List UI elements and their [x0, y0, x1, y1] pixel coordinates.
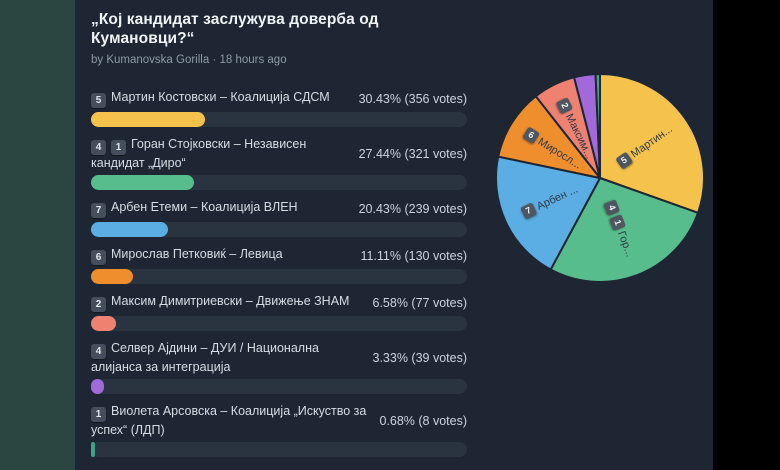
pie-chart-svg [495, 72, 705, 283]
poll-option-bar-fill [91, 175, 195, 190]
pie-slice [497, 94, 603, 180]
poll-option-bar-track [91, 269, 467, 284]
poll-option-label-row: 5 Мартин Костовски – Коалиција СДСМ 30.43%… [91, 89, 467, 108]
poll-option-label: 4 1 Горан Стојковски – Независен кандидат … [91, 136, 349, 171]
rank-badge: 6 [91, 250, 106, 265]
poll-option-label: 5 Мартин Костовски – Коалиција СДСМ [91, 89, 349, 108]
poll-option-label-row: 4 Селвер Ајдини – ДУИ / Национална алијан… [91, 340, 467, 375]
poll-option-bar-fill [91, 222, 168, 237]
poll-byline: by Kumanovska Gorilla · 18 hours ago [91, 54, 287, 66]
poll-option[interactable]: 4 1 Горан Стојковски – Независен кандидат … [91, 136, 467, 190]
pie-slice [599, 72, 705, 215]
poll-option-name: Максим Димитриевски – Движење ЗНАМ [111, 294, 350, 308]
poll-option-label-row: 6 Мирослав Петковиќ – Левица 11.11% (130 v… [91, 246, 467, 265]
poll-option-name: Виолета Арсовска – Коалиција „Искуство з… [91, 404, 367, 437]
poll-option-bar-fill [91, 316, 116, 331]
poll-option-bar-track [91, 175, 467, 190]
poll-option-percent: 30.43% (356 votes) [358, 91, 467, 106]
poll-option[interactable]: 4 Селвер Ајдини – ДУИ / Национална алијан… [91, 340, 467, 394]
rank-badge: 1 [111, 140, 126, 155]
poll-option-bar-fill [91, 112, 206, 127]
poll-option-name: Мирослав Петковиќ – Левица [111, 247, 283, 261]
poll-option-bar-track [91, 112, 467, 127]
poll-option[interactable]: 5 Мартин Костовски – Коалиција СДСМ 30.43%… [91, 89, 467, 127]
poll-option-name: Мартин Костовски – Коалиција СДСМ [111, 90, 330, 104]
rank-badge: 2 [91, 297, 106, 312]
rank-badge: 5 [91, 93, 106, 108]
poll-option[interactable]: 6 Мирослав Петковиќ – Левица 11.11% (130 v… [91, 246, 467, 284]
poll-option-bar-track [91, 222, 467, 237]
poll-option-percent: 0.68% (8 votes) [379, 413, 467, 428]
pie-slice [594, 72, 601, 179]
poll-option-percent: 20.43% (239 votes) [358, 201, 467, 216]
rank-badge: 4 [91, 140, 106, 155]
rank-badge: 1 [91, 407, 106, 422]
poll-option-percent: 27.44% (321 votes) [358, 146, 467, 161]
rank-badge: 4 [91, 344, 106, 359]
poll-option-label: 4 Селвер Ајдини – ДУИ / Национална алијан… [91, 340, 363, 375]
pie-slice [495, 155, 602, 271]
poll-option-label: 7 Арбен Етеми – Коалиција ВЛЕН [91, 199, 349, 218]
poll-option[interactable]: 1 Виолета Арсовска – Коалиција „Искуство … [91, 403, 467, 457]
poll-option-label: 6 Мирослав Петковиќ – Левица [91, 246, 350, 265]
poll-card: „Кој кандидат заслужува доверба од Куман… [75, 0, 713, 470]
poll-results-column: „Кој кандидат заслужува доверба од Куман… [91, 10, 467, 470]
poll-option[interactable]: 2 Максим Димитриевски – Движење ЗНАМ 6.58%… [91, 293, 467, 331]
poll-option-name: Горан Стојковски – Независен кандидат „Д… [91, 137, 307, 170]
poll-option-label-row: 7 Арбен Етеми – Коалиција ВЛЕН 20.43% (239… [91, 199, 467, 218]
poll-option-bar-fill [91, 269, 133, 284]
poll-option-bar-track [91, 379, 467, 394]
rank-badge: 7 [91, 203, 106, 218]
poll-option-label: 2 Максим Димитриевски – Движење ЗНАМ [91, 293, 363, 312]
poll-option-bar-track [91, 316, 467, 331]
poll-option-bar-track [91, 442, 467, 457]
pie-chart: 5 Мартин... 4 1 Гор... 7 Арбен ... 6 Миросл... 2 М… [490, 68, 710, 288]
poll-option-label-row: 2 Максим Димитриевски – Движење ЗНАМ 6.58%… [91, 293, 467, 312]
poll-option-label: 1 Виолета Арсовска – Коалиција „Искуство … [91, 403, 369, 438]
poll-option-bar-fill [91, 379, 104, 394]
poll-option-percent: 3.33% (39 votes) [372, 350, 468, 365]
poll-option-label-row: 4 1 Горан Стојковски – Независен кандидат … [91, 136, 467, 171]
poll-option[interactable]: 7 Арбен Етеми – Коалиција ВЛЕН 20.43% (239… [91, 199, 467, 237]
poll-title: „Кој кандидат заслужува доверба од Куман… [91, 11, 379, 47]
left-background-strip [0, 0, 75, 470]
poll-option-label-row: 1 Виолета Арсовска – Коалиција „Искуство … [91, 403, 467, 438]
poll-option-bar-fill [91, 442, 95, 457]
poll-option-name: Арбен Етеми – Коалиција ВЛЕН [111, 200, 298, 214]
poll-option-percent: 11.11% (130 votes) [360, 248, 467, 263]
poll-option-percent: 6.58% (77 votes) [372, 295, 468, 310]
poll-option-name: Селвер Ајдини – ДУИ / Национална алијанс… [91, 341, 319, 374]
poll-options-list: 5 Мартин Костовски – Коалиција СДСМ 30.43%… [91, 89, 467, 457]
